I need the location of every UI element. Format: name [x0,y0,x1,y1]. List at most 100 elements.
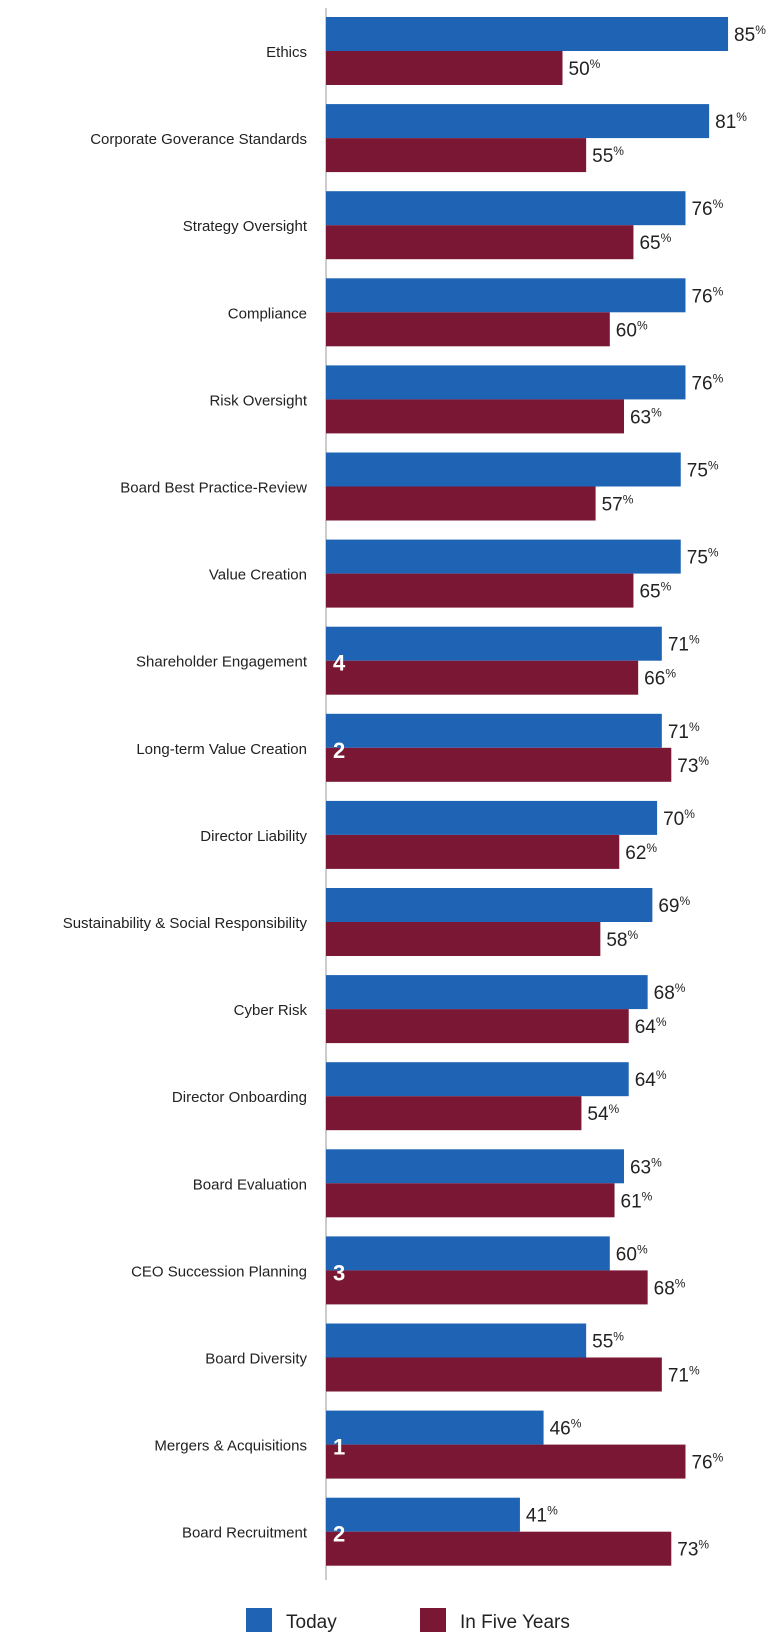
data-label: 76% [691,371,723,394]
bar-five-years [326,138,587,173]
category-label: CEO Succession Planning [131,1263,307,1280]
data-label: 71% [668,1364,700,1387]
legend-swatch [246,1608,272,1632]
category-label: Director Liability [200,828,307,845]
data-label: 54% [587,1102,619,1125]
bar-five-years [326,922,601,956]
rank-label: 1 [333,1435,345,1460]
category-label: Long-term Value Creation [136,741,307,758]
bar-five-years [326,225,634,260]
bar-five-years [326,1270,648,1305]
rank-label: 2 [333,738,345,763]
data-label: 65% [639,580,671,603]
bar-today [326,800,658,835]
data-label: 46% [550,1417,582,1440]
bar-five-years [326,660,639,695]
data-label: 85% [734,23,766,46]
bar-today [326,17,729,51]
legend-five-years: In Five Years [460,1612,570,1633]
data-label: 41% [526,1504,558,1527]
data-label: 58% [606,928,638,951]
data-label: 64% [635,1068,667,1091]
category-label: Mergers & Acquisitions [154,1438,307,1455]
data-label: 62% [625,841,657,864]
bar-five-years [326,834,620,869]
rank-label: 3 [333,1260,345,1285]
category-label: Board Best Practice-Review [120,480,307,497]
bar-today [326,278,686,313]
category-label: Sustainability & Social Responsibility [63,915,308,932]
category-label: Corporate Goverance Standards [90,131,307,148]
category-label: Ethics [266,44,307,61]
data-label: 70% [663,807,695,830]
data-label: 60% [616,1242,648,1265]
bar-today [326,365,686,400]
bar-five-years [326,486,596,521]
bar-five-years [326,1531,672,1566]
category-label: Board Evaluation [193,1176,307,1193]
bar-today [326,539,681,574]
bar-five-years [326,1444,686,1479]
data-label: 76% [691,1451,723,1474]
bar-five-years [326,1183,615,1218]
bar-today [326,1497,520,1532]
data-label: 64% [635,1015,667,1038]
data-label: 71% [668,720,700,743]
data-label: 73% [677,1538,709,1561]
bar-five-years [326,51,563,85]
rank-label: 2 [333,1522,345,1547]
data-label: 75% [687,459,719,482]
data-label: 63% [630,1155,662,1178]
bar-five-years [326,747,672,782]
data-label: 66% [644,667,676,690]
data-label: 60% [616,318,648,341]
bar-today [326,452,681,487]
data-label: 73% [677,754,709,777]
bar-today [326,1236,610,1271]
data-label: 68% [654,981,686,1004]
bar-today [326,1410,544,1445]
bar-today [326,191,686,226]
data-label: 76% [691,284,723,307]
bar-today [326,626,662,661]
category-label: Cyber Risk [234,1002,308,1019]
data-label: 65% [639,231,671,254]
data-label: 68% [654,1276,686,1299]
category-label: Director Onboarding [172,1089,307,1106]
data-label: 63% [630,405,662,428]
bar-five-years [326,573,634,608]
bar-five-years [326,399,624,434]
bar-today [326,713,662,748]
category-label: Risk Oversight [209,392,307,409]
data-label: 75% [687,546,719,569]
bar-today [326,1062,629,1097]
bar-five-years [326,312,610,347]
bar-five-years [326,1096,582,1131]
bar-five-years [326,1009,629,1044]
data-label: 81% [715,110,747,133]
data-label: 55% [592,144,624,167]
data-label: 61% [621,1189,653,1212]
data-label: 55% [592,1330,624,1353]
category-label: Shareholder Engagement [136,654,308,671]
bar-today [326,975,648,1010]
data-label: 50% [569,57,601,80]
bar-today [326,888,653,922]
bar-today [326,1149,624,1184]
category-label: Strategy Oversight [183,218,308,235]
category-label: Board Recruitment [182,1525,308,1542]
bar-today [326,1323,587,1358]
category-label: Compliance [228,305,307,322]
data-label: 76% [691,197,723,220]
category-label: Value Creation [209,567,307,584]
data-label: 57% [602,493,634,516]
legend-swatch [420,1608,446,1632]
rank-label: 4 [333,651,346,676]
category-label: Board Diversity [205,1351,307,1368]
data-label: 71% [668,633,700,656]
bar-five-years [326,1357,662,1392]
data-label: 69% [658,894,690,917]
legend-today: Today [286,1612,337,1633]
